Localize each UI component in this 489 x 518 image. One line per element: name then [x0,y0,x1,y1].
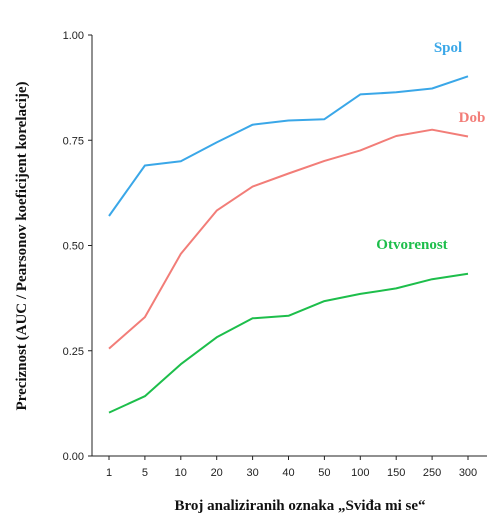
x-ticks: 1 5 10 20 30 40 50 100 150 250 300 [106,456,477,479]
x-tick-label: 50 [318,467,330,479]
x-tick-label: 30 [246,467,258,479]
series-lines [108,75,469,414]
x-axis-title: Broj analiziranih oznaka „Sviđa mi se“ [174,498,426,514]
x-tick-label: 40 [282,467,294,479]
x-tick-label: 1 [106,467,112,479]
x-tick-label: 250 [423,467,441,479]
series-label-otvorenost: Otvorenost [376,237,447,253]
series-labels: Spol Dob Otvorenost [376,40,485,253]
y-ticks: 0.00 0.25 0.50 0.75 1.00 [63,30,92,463]
x-tick-label: 300 [459,467,477,479]
y-axis-title: Preciznost (AUC / Pearsonov koeficijent … [14,82,30,411]
x-tick-label: 150 [387,467,405,479]
x-tick-label: 100 [351,467,369,479]
series-line-spol [108,75,469,217]
series-line-otvorenost [108,272,469,414]
series-label-dob: Dob [459,110,486,126]
x-tick-label: 5 [142,467,148,479]
y-tick-label: 0.25 [63,346,84,358]
y-tick-label: 0.50 [63,241,84,253]
y-tick-label: 0.00 [63,451,84,463]
x-tick-label: 20 [211,467,223,479]
x-tick-label: 10 [175,467,187,479]
series-label-spol: Spol [434,40,462,56]
y-tick-label: 1.00 [63,30,84,42]
y-tick-label: 0.75 [63,135,84,147]
series-line-dob [108,128,469,350]
